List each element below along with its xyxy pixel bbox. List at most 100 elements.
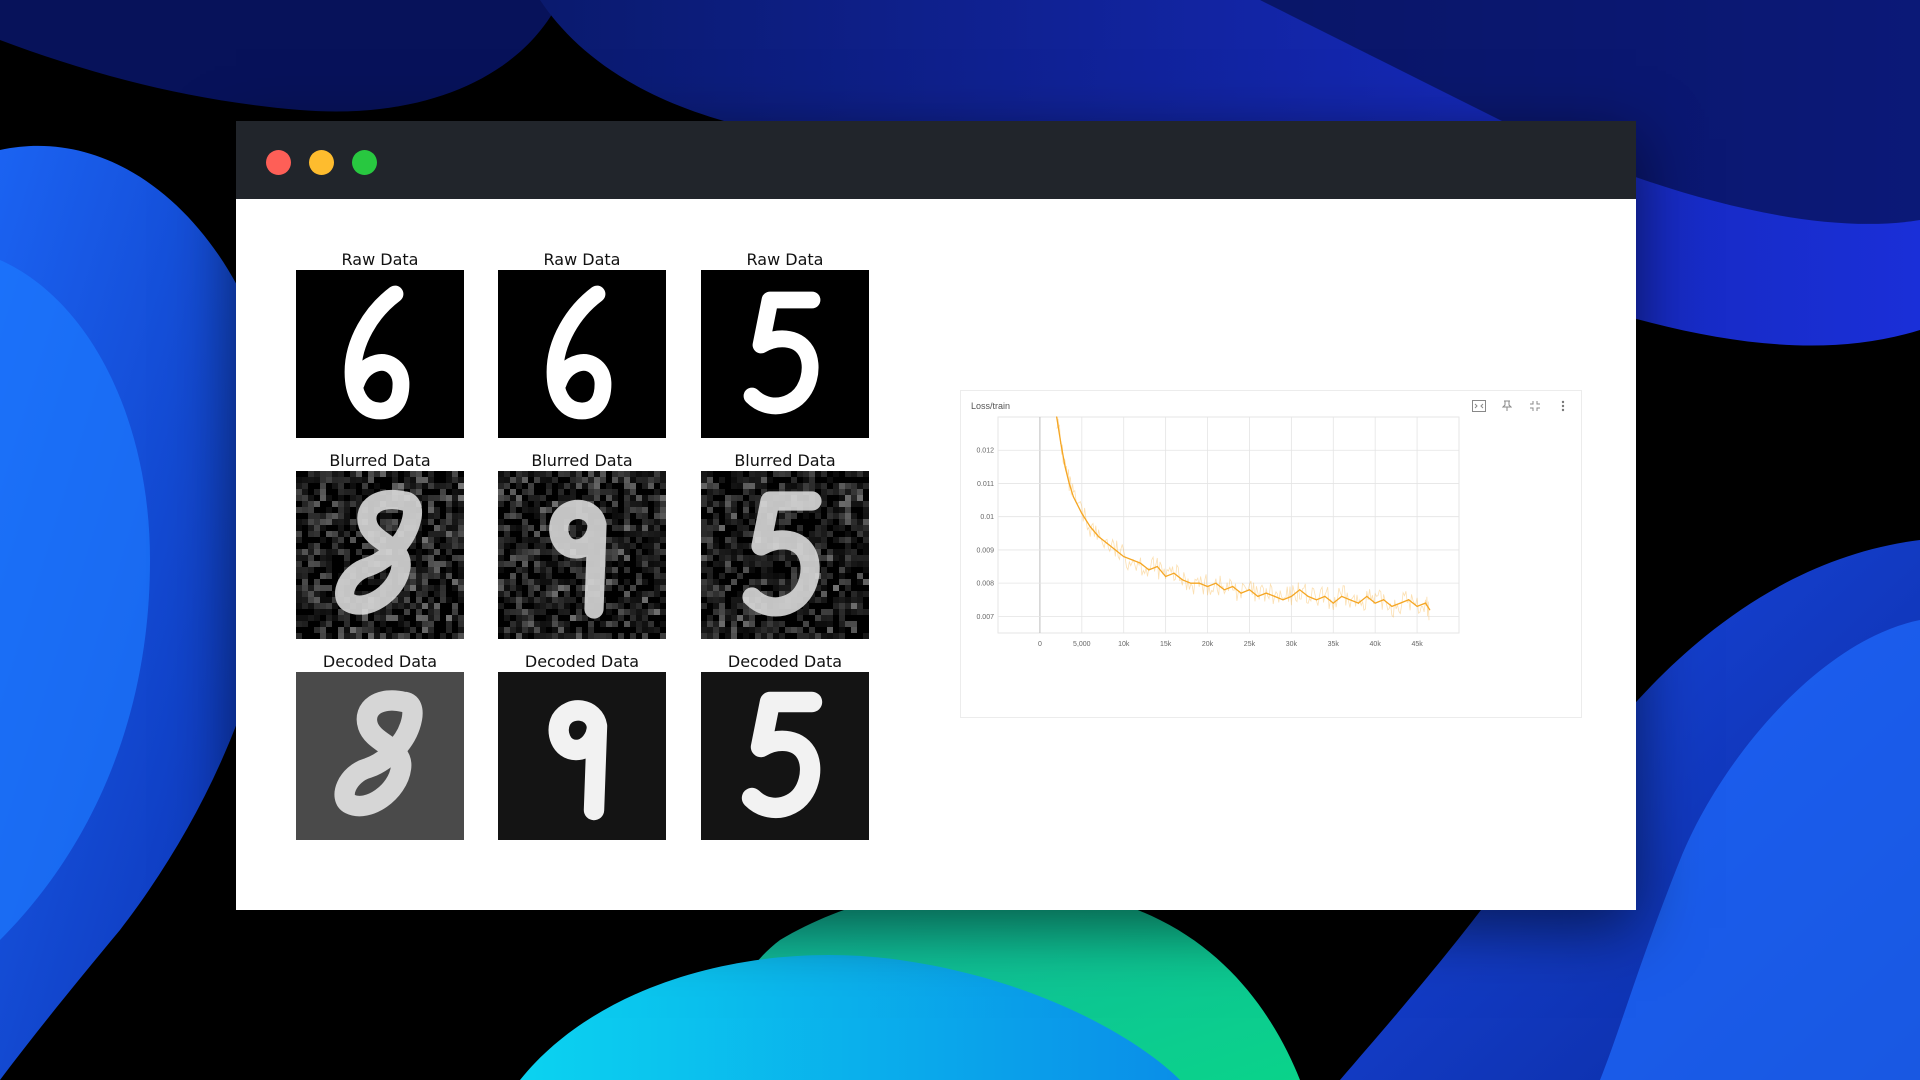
data-point <box>1257 595 1259 598</box>
fit-domain-icon[interactable] <box>1471 399 1487 413</box>
y-tick-label: 0.011 <box>977 481 994 488</box>
data-point <box>1366 595 1368 598</box>
cell-title: Decoded Data <box>524 652 640 671</box>
data-point <box>1349 599 1351 601</box>
data-point <box>1064 466 1066 468</box>
data-point <box>1089 526 1091 528</box>
x-tick-label: 0 <box>1038 641 1042 648</box>
cell-title: Raw Data <box>543 250 621 269</box>
digit-image <box>701 270 869 438</box>
x-tick-label: 35k <box>1328 641 1340 648</box>
x-tick-label: 20k <box>1202 641 1214 648</box>
data-point <box>1068 482 1070 485</box>
data-point <box>1424 602 1427 604</box>
data-point <box>1215 582 1217 584</box>
data-point <box>1198 582 1200 584</box>
digit-image <box>701 471 869 639</box>
data-point <box>1165 575 1167 578</box>
digit-image <box>498 270 666 438</box>
data-point <box>1399 602 1401 604</box>
data-point <box>1060 442 1062 445</box>
data-point <box>1391 605 1393 608</box>
y-tick-label: 0.01 <box>980 514 994 521</box>
data-point <box>1290 595 1292 598</box>
x-tick-label: 30k <box>1286 641 1298 648</box>
data-point <box>1332 602 1334 604</box>
x-tick-label: 15k <box>1160 641 1172 648</box>
data-point <box>1123 555 1125 558</box>
digit-stroke <box>742 491 822 617</box>
close-window-button[interactable] <box>266 150 291 175</box>
data-point <box>1156 565 1158 568</box>
data-point <box>1072 496 1075 498</box>
data-point <box>1382 599 1385 601</box>
y-tick-label: 0.012 <box>976 448 994 455</box>
data-point <box>1223 589 1225 591</box>
data-point <box>1056 416 1058 418</box>
cell-title: Blurred Data <box>531 451 633 470</box>
expand-icon[interactable] <box>1527 399 1543 413</box>
digit-stroke <box>548 700 608 821</box>
chart-toolbar <box>1471 399 1571 413</box>
data-point <box>1416 605 1418 608</box>
data-point <box>1274 595 1276 598</box>
cell-title: Blurred Data <box>329 451 431 470</box>
data-point <box>1206 585 1209 588</box>
data-point <box>1097 536 1100 538</box>
digit-image <box>498 471 666 639</box>
x-tick-label: 10k <box>1118 641 1130 648</box>
digit-stroke <box>549 499 607 619</box>
data-point <box>1307 595 1309 598</box>
data-point <box>1190 582 1192 584</box>
data-point <box>1131 559 1133 561</box>
data-point <box>1248 589 1251 591</box>
x-tick-label: 45k <box>1411 641 1423 648</box>
cell-title: Blurred Data <box>734 451 836 470</box>
digit-stroke <box>335 489 423 615</box>
data-point <box>1282 599 1284 601</box>
series-line <box>1056 416 1431 611</box>
data-point <box>1081 512 1083 514</box>
data-point <box>1173 572 1175 574</box>
chart-title: Loss/train <box>971 401 1011 411</box>
series-raw-line <box>1056 418 1430 621</box>
cell-title: Raw Data <box>746 250 824 269</box>
x-tick-label: 25k <box>1244 641 1256 648</box>
digit-image <box>498 672 666 840</box>
digit-stroke <box>546 285 612 420</box>
data-point <box>1315 599 1318 601</box>
data-point <box>1429 609 1431 611</box>
data-point <box>1139 562 1142 564</box>
data-point <box>1341 595 1343 598</box>
window-content: Raw Data Raw Data Raw Data Blurred Data … <box>236 199 1636 910</box>
data-point <box>1324 595 1326 598</box>
data-point <box>1181 579 1183 581</box>
cell-title: Decoded Data <box>322 652 438 671</box>
digit-image <box>701 672 869 840</box>
y-tick-label: 0.007 <box>976 614 994 621</box>
digit-stroke <box>743 291 821 415</box>
window-titlebar <box>236 121 1636 199</box>
data-point <box>1148 569 1150 571</box>
more-vert-icon[interactable] <box>1555 399 1571 413</box>
data-point <box>1265 592 1267 594</box>
data-point <box>1232 585 1234 588</box>
pin-icon[interactable] <box>1499 399 1515 413</box>
y-tick-label: 0.009 <box>976 547 994 554</box>
digit-image <box>296 672 464 840</box>
digit-image <box>296 270 464 438</box>
cell-title: Raw Data <box>341 250 419 269</box>
minimize-window-button[interactable] <box>309 150 334 175</box>
plot-frame <box>997 416 1460 634</box>
data-point <box>1408 599 1410 601</box>
cell-title: Decoded Data <box>727 652 843 671</box>
digit-stroke <box>334 690 423 817</box>
data-point <box>1106 542 1108 544</box>
data-point <box>1114 549 1116 551</box>
data-point <box>1374 602 1376 604</box>
app-window: Raw Data Raw Data Raw Data Blurred Data … <box>236 121 1636 910</box>
maximize-window-button[interactable] <box>352 150 377 175</box>
digit-image <box>296 471 464 639</box>
data-point <box>1299 589 1301 591</box>
digit-stroke <box>741 691 823 819</box>
